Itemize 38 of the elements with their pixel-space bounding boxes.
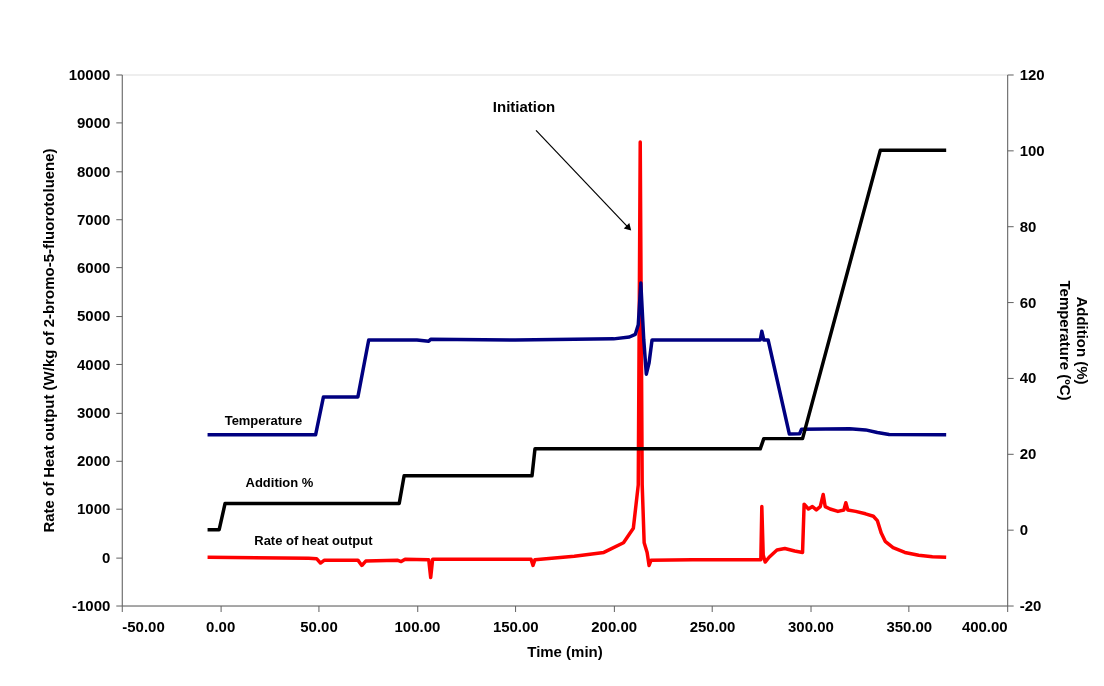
x-tick-label: -50.00 bbox=[122, 617, 165, 635]
x-tick-label: 50.00 bbox=[300, 617, 338, 635]
series-label: Temperature bbox=[224, 412, 303, 428]
x-tick-label: 200.00 bbox=[591, 617, 638, 635]
x-tick-label: 100.00 bbox=[394, 617, 441, 635]
x-tick-label: 300.00 bbox=[788, 617, 834, 635]
x-tick-label: 350.00 bbox=[886, 617, 933, 635]
y-tick-label: 10000 bbox=[68, 65, 111, 83]
x-axis-title: Time (min) bbox=[527, 642, 603, 660]
x-tick-label: 250.00 bbox=[689, 617, 736, 635]
y2-tick-label: 80 bbox=[1019, 217, 1037, 235]
y-tick-label: 5000 bbox=[76, 307, 111, 325]
y2-tick-label: 0 bbox=[1019, 521, 1028, 539]
y-tick-label: 3000 bbox=[76, 403, 111, 421]
y-tick-label: 8000 bbox=[76, 162, 111, 180]
y-tick-label: 9000 bbox=[76, 114, 111, 132]
y-tick-label: 1000 bbox=[76, 500, 111, 518]
y2-tick-label: 60 bbox=[1019, 293, 1037, 311]
y2-tick-label: -20 bbox=[1019, 597, 1042, 615]
annotation: Initiation bbox=[492, 98, 556, 116]
x-tick-label: 400.00 bbox=[961, 617, 1008, 635]
y-tick-label: 0 bbox=[101, 548, 111, 566]
x-tick-label: 0.00 bbox=[206, 617, 236, 635]
y2-axis-title: Addition (%) Temperature (ºC) bbox=[1056, 280, 1091, 401]
y-tick-label: 2000 bbox=[76, 452, 111, 470]
y-tick-label: 4000 bbox=[76, 355, 111, 373]
y-tick-label: -1000 bbox=[72, 597, 111, 615]
y-tick-label: 6000 bbox=[76, 259, 111, 277]
y2-tick-label: 100 bbox=[1019, 141, 1045, 159]
series-label: Rate of heat output bbox=[254, 533, 374, 549]
y-tick-label: 7000 bbox=[76, 210, 111, 228]
y2-tick-label: 120 bbox=[1019, 65, 1045, 83]
x-tick-label: 150.00 bbox=[492, 617, 539, 635]
line-series bbox=[205, 281, 948, 437]
y2-tick-label: 40 bbox=[1019, 369, 1037, 387]
y2-tick-label: 20 bbox=[1019, 445, 1037, 463]
series-label: Addition % bbox=[245, 474, 314, 490]
y-axis-title: Rate of Heat output (W/kg of 2-bromo-5-fluorotoluene) bbox=[39, 148, 57, 533]
